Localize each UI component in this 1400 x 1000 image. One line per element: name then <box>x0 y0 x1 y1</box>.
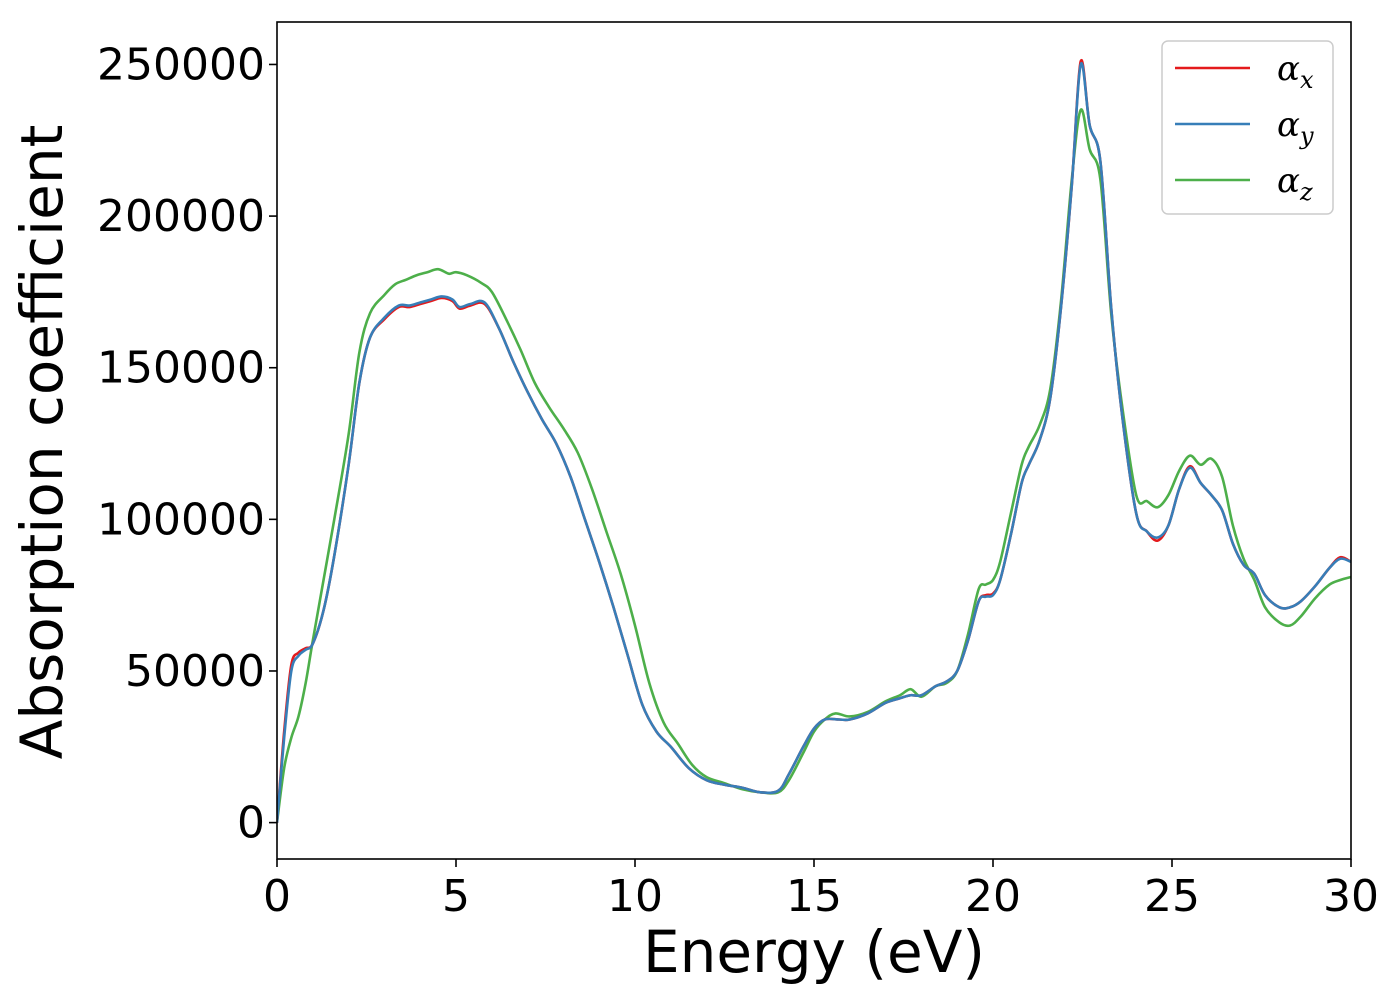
x-tick-label: 25 <box>1144 871 1200 922</box>
x-axis: 0 5 10 15 20 25 30 <box>263 859 1379 922</box>
y-tick-label: 250000 <box>97 39 265 90</box>
series-line-z <box>277 108 1351 823</box>
series-lines <box>277 58 1351 823</box>
x-tick-label: 5 <box>442 871 470 922</box>
x-axis-title: Energy (eV) <box>643 918 985 986</box>
legend-box <box>1161 40 1334 215</box>
x-tick-label: 0 <box>263 871 291 922</box>
x-tick-label: 10 <box>607 871 663 922</box>
y-axis-title: Absorption coefficient <box>8 125 76 760</box>
series-line-y <box>277 61 1351 823</box>
y-axis: 0 50000 100000 150000 200000 250000 <box>97 39 277 849</box>
x-tick-label: 20 <box>965 871 1021 922</box>
y-tick-label: 100000 <box>97 494 265 545</box>
x-tick-label: 15 <box>786 871 842 922</box>
y-tick-label: 50000 <box>125 646 265 697</box>
y-tick-label: 200000 <box>97 191 265 242</box>
y-tick-label: 0 <box>237 798 265 849</box>
y-tick-label: 150000 <box>97 343 265 394</box>
x-tick-label: 30 <box>1323 871 1379 922</box>
